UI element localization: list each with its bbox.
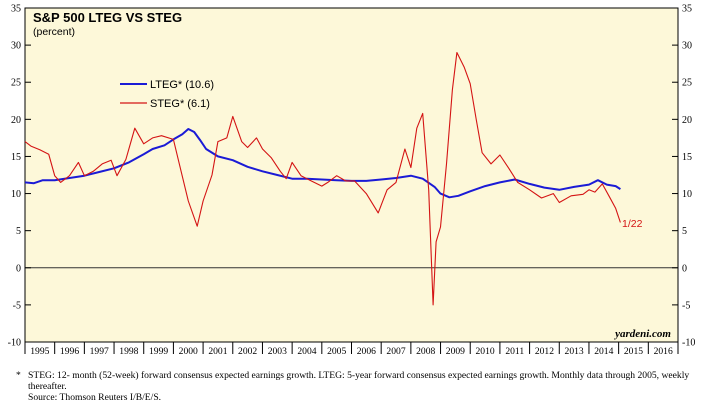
legend-label-lteg: LTEG* (10.6) bbox=[150, 79, 214, 91]
y-tick-label-right: 20 bbox=[682, 115, 692, 126]
chart-title: S&P 500 LTEG VS STEG bbox=[33, 10, 182, 25]
x-tick-label: 2014 bbox=[594, 346, 613, 357]
end-label: 1/22 bbox=[622, 218, 643, 230]
x-tick-label: 1999 bbox=[149, 346, 168, 357]
x-tick-label: 2001 bbox=[208, 346, 227, 357]
series-line-steg bbox=[24, 51, 621, 306]
y-tick-label-left: 30 bbox=[11, 41, 21, 52]
x-tick-label: 2012 bbox=[535, 346, 554, 357]
legend: LTEG* (10.6) STEG* (6.1) bbox=[120, 79, 214, 110]
y-tick-label-right: 35 bbox=[682, 4, 692, 15]
x-tick-label: 2006 bbox=[357, 346, 376, 357]
y-axis-left: -10 -5 0 5 10 15 20 25 30 35 bbox=[8, 4, 31, 349]
x-tick-label: 2008 bbox=[416, 346, 435, 357]
x-tick-label: 2009 bbox=[446, 346, 465, 357]
series-lines bbox=[24, 51, 621, 306]
x-tick-label: 1997 bbox=[90, 346, 109, 357]
x-tick-label: 2015 bbox=[624, 346, 643, 357]
footnote-marker: * bbox=[16, 370, 21, 381]
chart-subtitle: (percent) bbox=[33, 26, 75, 38]
footnote: * STEG: 12- month (52-week) forward cons… bbox=[16, 370, 696, 403]
legend-label-steg: STEG* (6.1) bbox=[150, 98, 210, 110]
x-tick-label: 1995 bbox=[30, 346, 49, 357]
watermark: yardeni.com bbox=[613, 328, 671, 340]
y-tick-label-right: 25 bbox=[682, 78, 692, 89]
x-tick-label: 2004 bbox=[297, 346, 316, 357]
y-tick-label-right: 10 bbox=[682, 189, 692, 200]
x-tick-label: 1998 bbox=[119, 346, 138, 357]
y-tick-label-left: 5 bbox=[16, 226, 21, 237]
y-tick-label-left: 35 bbox=[11, 4, 21, 15]
y-tick-label-right: 5 bbox=[682, 226, 687, 237]
footnote-text: STEG: 12- month (52-week) forward consen… bbox=[28, 370, 690, 392]
y-tick-label-left: -10 bbox=[8, 338, 21, 349]
y-tick-label-left: 0 bbox=[16, 263, 21, 274]
footnote-source: Source: Thomson Reuters I/B/E/S. bbox=[28, 392, 162, 403]
x-axis: 1995 1996 1997 1998 1999 2000 2001 2002 2003 2004… bbox=[24, 342, 679, 357]
y-tick-label-right: -5 bbox=[682, 300, 690, 311]
y-tick-label-right: -10 bbox=[682, 338, 695, 349]
x-tick-label: 2016 bbox=[654, 346, 673, 357]
y-axis-right: -10 -5 0 5 10 15 20 25 30 35 bbox=[672, 4, 695, 349]
x-tick-label: 2010 bbox=[475, 346, 494, 357]
x-tick-label: 1996 bbox=[60, 346, 79, 357]
y-tick-label-left: 10 bbox=[11, 189, 21, 200]
x-tick-label: 2013 bbox=[565, 346, 584, 357]
y-tick-label-right: 0 bbox=[682, 263, 687, 274]
x-tick-label: 2007 bbox=[386, 346, 405, 357]
y-tick-label-right: 15 bbox=[682, 152, 692, 163]
plot-area bbox=[24, 7, 679, 343]
y-tick-label-left: 25 bbox=[11, 78, 21, 89]
y-tick-label-left: -5 bbox=[13, 300, 21, 311]
y-tick-label-left: 15 bbox=[11, 152, 21, 163]
x-tick-label: 2000 bbox=[179, 346, 198, 357]
x-tick-label: 2011 bbox=[505, 346, 524, 357]
y-tick-label-left: 20 bbox=[11, 115, 21, 126]
x-tick-label: 2002 bbox=[238, 346, 257, 357]
y-tick-label-right: 30 bbox=[682, 41, 692, 52]
series-line-lteg bbox=[24, 128, 621, 199]
x-tick-label: 2005 bbox=[327, 346, 346, 357]
x-tick-label: 2003 bbox=[268, 346, 287, 357]
